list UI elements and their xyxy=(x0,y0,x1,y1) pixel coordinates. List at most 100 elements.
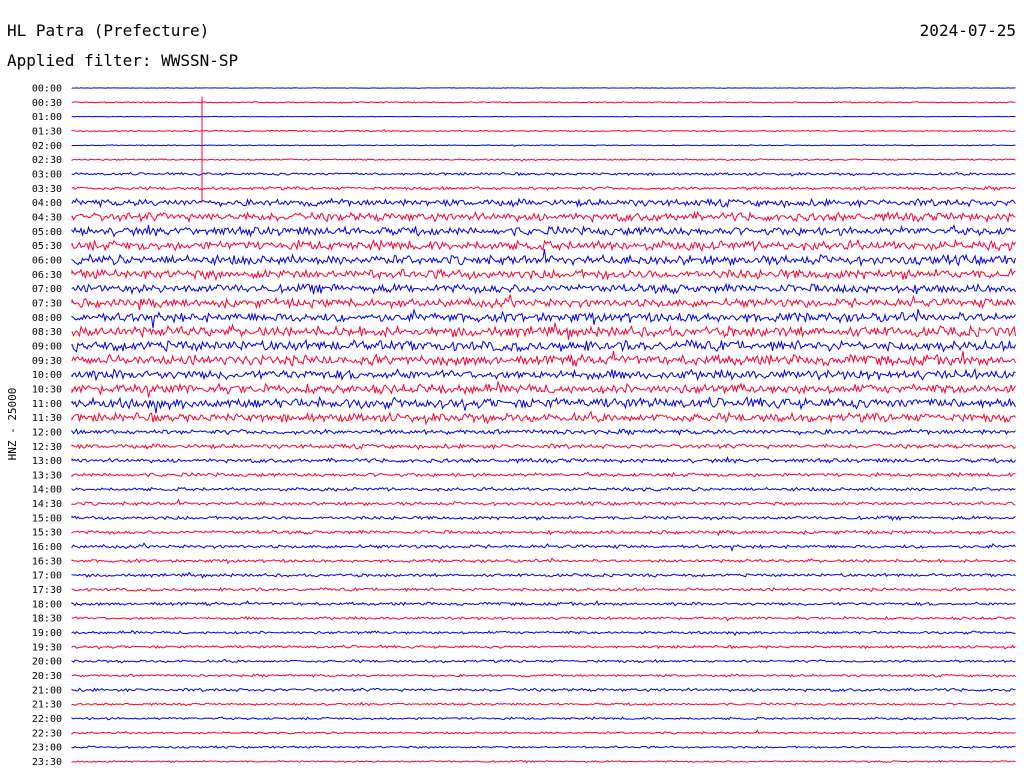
trace-rows: 00:00 00:30 01:00 01:30 02:00 02:30 03:00 03:30… xyxy=(32,84,1016,768)
seismic-trace xyxy=(71,745,1016,749)
row-time-label: 12:30 xyxy=(32,442,62,453)
seismic-trace xyxy=(71,586,1016,593)
row-time-label: 02:30 xyxy=(32,155,62,166)
seismic-trace xyxy=(71,471,1016,478)
seismic-trace xyxy=(71,197,1016,209)
row-time-label: 08:00 xyxy=(32,313,62,324)
seismic-trace xyxy=(71,185,1016,191)
row-time-label: 16:00 xyxy=(32,542,62,553)
row-time-label: 20:30 xyxy=(32,671,62,682)
seismic-trace xyxy=(71,571,1016,579)
seismic-trace xyxy=(71,115,1016,118)
row-time-label: 14:30 xyxy=(32,499,62,510)
row-time-label: 21:30 xyxy=(32,700,62,711)
row-time-label: 22:00 xyxy=(32,714,62,725)
row-time-label: 20:00 xyxy=(32,657,62,668)
filter-label: Applied filter: WWSSN-SP xyxy=(7,51,238,70)
row-time-label: 11:00 xyxy=(32,399,62,410)
seismic-trace xyxy=(71,428,1016,437)
seismic-trace xyxy=(71,171,1016,177)
seismic-trace xyxy=(71,759,1016,764)
seismic-trace xyxy=(71,322,1016,340)
date-label: 2024-07-25 xyxy=(920,21,1016,40)
seismic-trace xyxy=(71,294,1016,311)
seismic-trace xyxy=(71,267,1016,282)
row-time-label: 17:00 xyxy=(32,571,62,582)
row-time-label: 19:00 xyxy=(32,628,62,639)
seismic-trace xyxy=(71,673,1016,678)
row-time-label: 18:00 xyxy=(32,599,62,610)
row-time-label: 00:30 xyxy=(32,98,62,109)
seismic-trace xyxy=(71,716,1016,721)
row-time-label: 23:30 xyxy=(32,757,62,768)
seismic-trace xyxy=(71,223,1016,238)
seismic-trace xyxy=(71,658,1016,664)
seismic-trace xyxy=(71,456,1016,464)
row-time-label: 17:30 xyxy=(32,585,62,596)
station-title: HL Patra (Prefecture) xyxy=(7,21,209,40)
seismic-trace xyxy=(71,380,1016,398)
seismic-trace xyxy=(71,158,1016,162)
seismic-trace xyxy=(71,442,1016,451)
seismic-trace xyxy=(71,350,1016,368)
row-time-label: 21:00 xyxy=(32,685,62,696)
row-time-label: 07:30 xyxy=(32,298,62,309)
seismic-trace xyxy=(71,629,1016,637)
row-time-label: 12:00 xyxy=(32,427,62,438)
seismic-trace xyxy=(71,687,1016,693)
row-time-label: 23:00 xyxy=(32,743,62,754)
seismic-trace xyxy=(71,367,1016,382)
seismic-trace xyxy=(71,101,1016,104)
seismic-trace xyxy=(71,729,1016,736)
row-time-label: 16:30 xyxy=(32,556,62,567)
seismic-trace xyxy=(71,210,1016,224)
row-time-label: 00:00 xyxy=(32,84,62,95)
row-time-label: 05:00 xyxy=(32,227,62,238)
seismic-trace xyxy=(71,701,1016,707)
seismic-trace xyxy=(71,498,1016,507)
row-time-label: 18:30 xyxy=(32,614,62,625)
row-time-label: 01:30 xyxy=(32,126,62,137)
y-axis-label: HNZ - 25000 xyxy=(6,388,19,461)
row-time-label: 15:30 xyxy=(32,528,62,539)
row-time-label: 10:30 xyxy=(32,384,62,395)
row-time-label: 13:00 xyxy=(32,456,62,467)
row-time-label: 14:00 xyxy=(32,485,62,496)
row-time-label: 04:30 xyxy=(32,212,62,223)
row-time-label: 03:30 xyxy=(32,184,62,195)
seismic-trace xyxy=(71,599,1016,607)
row-time-label: 09:30 xyxy=(32,356,62,367)
row-time-label: 13:30 xyxy=(32,470,62,481)
row-time-label: 02:00 xyxy=(32,141,62,152)
seismic-trace xyxy=(71,557,1016,565)
seismic-trace xyxy=(71,644,1016,650)
row-time-label: 03:00 xyxy=(32,169,62,180)
seismic-trace xyxy=(71,396,1016,414)
row-time-label: 04:00 xyxy=(32,198,62,209)
seismic-trace xyxy=(71,410,1016,426)
seismic-trace xyxy=(71,515,1016,522)
seismic-trace xyxy=(71,144,1016,147)
seismic-trace xyxy=(71,338,1016,353)
seismic-trace xyxy=(71,529,1016,537)
row-time-label: 09:00 xyxy=(32,341,62,352)
row-time-label: 06:00 xyxy=(32,255,62,266)
seismic-trace xyxy=(71,615,1016,622)
row-time-label: 22:30 xyxy=(32,728,62,739)
seismic-trace xyxy=(71,542,1016,553)
row-time-label: 07:00 xyxy=(32,284,62,295)
seismic-trace xyxy=(71,486,1016,492)
row-time-label: 08:30 xyxy=(32,327,62,338)
row-time-label: 19:30 xyxy=(32,642,62,653)
seismic-trace xyxy=(71,238,1016,252)
seismic-trace xyxy=(71,282,1016,296)
row-time-label: 11:30 xyxy=(32,413,62,424)
row-time-label: 15:00 xyxy=(32,513,62,524)
row-time-label: 10:00 xyxy=(32,370,62,381)
seismic-trace xyxy=(71,308,1016,329)
row-time-label: 06:30 xyxy=(32,270,62,281)
seismic-trace xyxy=(71,87,1016,89)
seismic-trace xyxy=(71,249,1016,268)
row-time-label: 01:00 xyxy=(32,112,62,123)
